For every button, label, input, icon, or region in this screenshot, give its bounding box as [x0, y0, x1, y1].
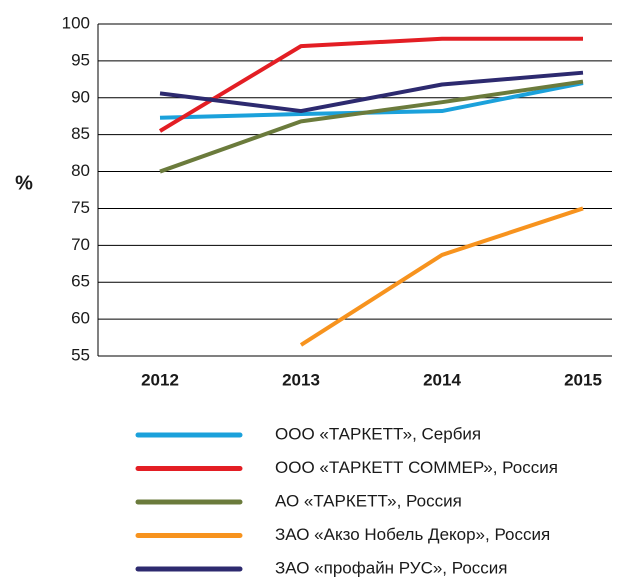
y-tick-label: 70 — [71, 235, 90, 254]
series-line — [159, 79, 584, 174]
y-tick-label: 100 — [62, 13, 90, 32]
y-tick-label: 80 — [71, 161, 90, 180]
y-tick-label: 65 — [71, 272, 90, 291]
series-line — [299, 206, 584, 347]
legend-label: ЗАО «Акзо Нобель Декор», Россия — [275, 525, 550, 544]
legend-label: ООО «ТАРКЕТТ», Сербия — [275, 424, 481, 443]
y-tick-label: 85 — [71, 124, 90, 143]
legend-label: ЗАО «профайн РУС», Россия — [275, 558, 508, 577]
y-tick-label: 75 — [71, 198, 90, 217]
y-tick-label: 95 — [71, 50, 90, 69]
x-tick-label: 2014 — [423, 370, 461, 389]
y-tick-label: 60 — [71, 309, 90, 328]
series-line — [158, 36, 583, 133]
series-line — [159, 70, 584, 114]
x-tick-label: 2015 — [564, 370, 602, 389]
y-axis-label: % — [15, 172, 33, 194]
legend-label: АО «ТАРКЕТТ», Россия — [275, 491, 462, 510]
x-tick-label: 2013 — [282, 370, 320, 389]
y-tick-label: 55 — [71, 345, 90, 364]
x-tick-label: 2012 — [141, 370, 179, 389]
legend-label: ООО «ТАРКЕТТ СОММЕР», Россия — [275, 458, 558, 477]
y-tick-label: 90 — [71, 87, 90, 106]
